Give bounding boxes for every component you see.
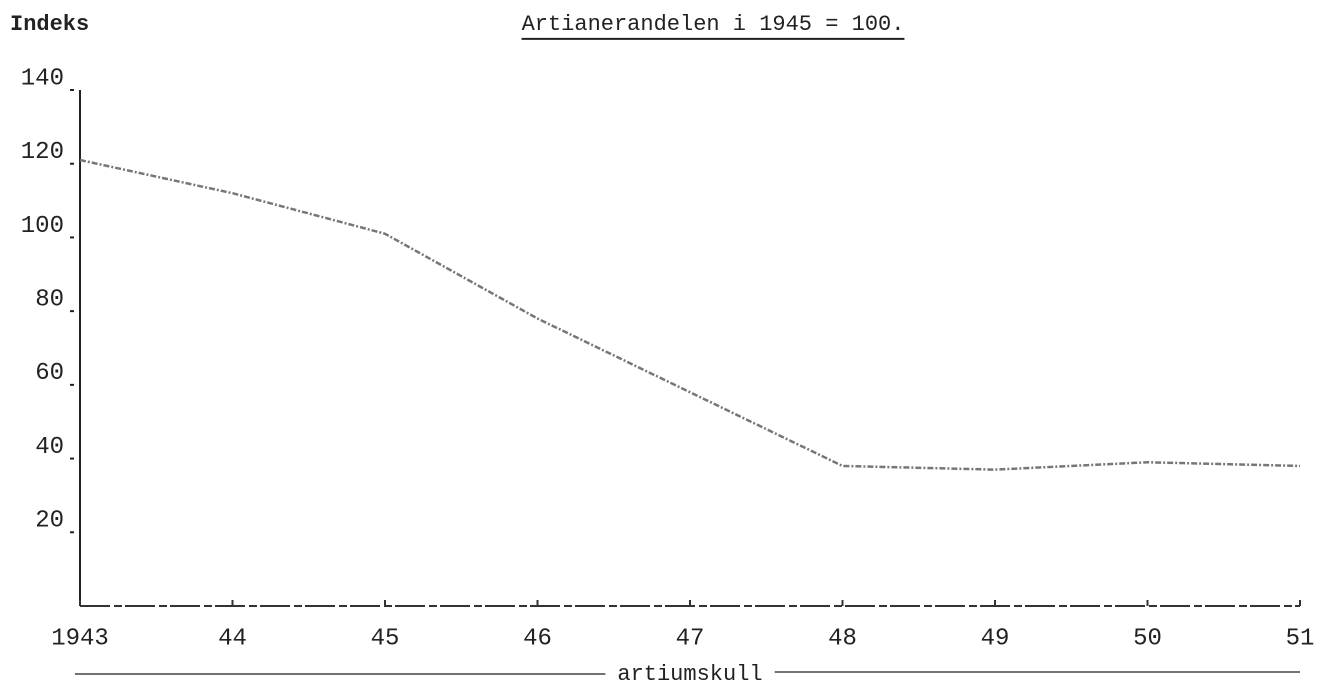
y-tick-label: 120	[21, 139, 64, 166]
y-tick-label: 40	[35, 434, 64, 461]
y-tick-label: 80	[35, 286, 64, 313]
x-tick-label: 47	[676, 625, 705, 652]
x-tick-label: 46	[523, 625, 552, 652]
y-tick-label: 140	[21, 65, 64, 92]
x-tick-label: 51	[1286, 625, 1315, 652]
y-tick-label: 20	[35, 508, 64, 535]
x-tick-label: 1943	[51, 625, 109, 652]
y-tick-label: 60	[35, 360, 64, 387]
x-tick-label: 44	[218, 625, 247, 652]
y-tick-label: 100	[21, 213, 64, 240]
x-tick-label: 48	[828, 625, 857, 652]
data-line	[79, 158, 1301, 471]
x-axis-title: artiumskull	[617, 662, 762, 687]
chart-title: Artianerandelen i 1945 = 100.	[522, 12, 905, 37]
y-axis-title: Indeks	[10, 12, 89, 37]
x-tick-label: 50	[1133, 625, 1162, 652]
x-tick-label: 49	[981, 625, 1010, 652]
x-tick-label: 45	[371, 625, 400, 652]
